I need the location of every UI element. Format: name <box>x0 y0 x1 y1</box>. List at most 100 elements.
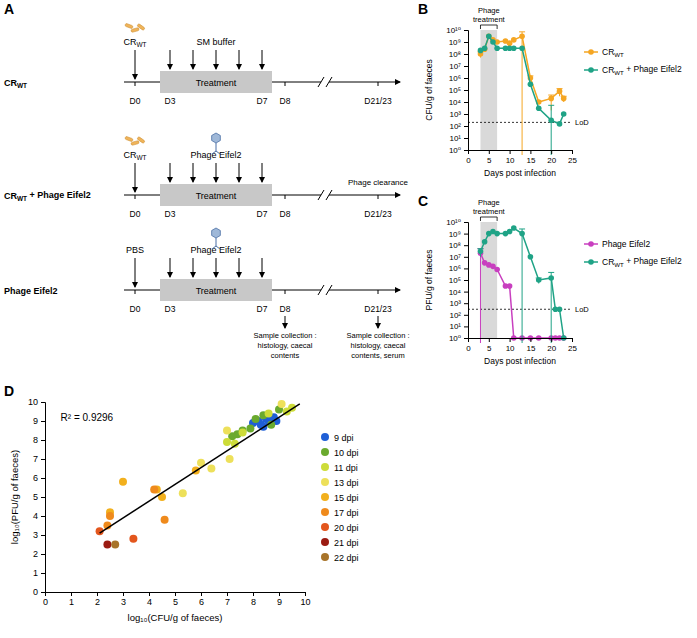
timeline-tick <box>135 82 136 86</box>
x-tick-label: 0 <box>466 344 471 353</box>
y-tick: 10¹⁰ <box>446 218 468 227</box>
y-tick-mark <box>41 421 45 422</box>
y-tick-mark <box>464 30 468 31</box>
text-part: Phage <box>478 6 500 15</box>
legend-marker <box>321 538 329 546</box>
legend-marker <box>321 553 329 561</box>
legend-label: CRWT + Phage Eifel2 <box>602 256 682 268</box>
row-label: CRWT + Phage Eifel2 <box>4 190 91 202</box>
y-tick: 10⁸ <box>449 50 468 59</box>
y-tick: 0 <box>33 587 45 597</box>
y-tick-mark <box>41 459 45 460</box>
text-part: CR <box>602 257 614 267</box>
arrow <box>170 258 171 277</box>
y-tick-label: 3 <box>33 530 38 540</box>
y-tick: 4 <box>33 511 45 521</box>
legend-marker <box>588 67 594 73</box>
text-part: WT <box>136 41 146 48</box>
panel-letter: C <box>418 193 428 209</box>
legend-marker <box>321 523 329 531</box>
x-tick-mark <box>489 338 490 342</box>
y-axis-title: PFU/g of faeces <box>424 250 434 311</box>
y-tick-mark <box>464 268 468 269</box>
timeline-tick-label: D8 <box>280 304 291 314</box>
x-tick-label: 9 <box>277 597 282 607</box>
y-tick-label: 10³ <box>449 110 461 119</box>
error-cap <box>548 105 554 106</box>
x-axis: 012345678910 <box>43 592 311 607</box>
x-tick-label: 25 <box>568 344 577 353</box>
phage-head <box>212 228 221 238</box>
y-axis-title: CFU/g of faeces <box>424 59 434 120</box>
x-tick: 25 <box>568 338 577 353</box>
y-axis-line <box>464 31 469 151</box>
annotation: R² = 0.9296 <box>61 412 114 423</box>
arrow <box>170 50 171 69</box>
inoculum-label: CRWT <box>123 150 146 161</box>
text-part: CR <box>4 78 17 88</box>
legend-marker <box>588 49 594 55</box>
shaded-region <box>480 222 497 338</box>
data-point <box>557 121 563 127</box>
data-point <box>239 428 247 436</box>
inoculum-label: PBS <box>126 245 144 255</box>
y-tick-label: 10³ <box>449 299 461 308</box>
y-tick-label: 10⁴ <box>449 98 462 107</box>
timeline-tick <box>378 290 379 294</box>
arrow <box>135 163 136 192</box>
legend-label: 15 dpi <box>334 493 359 503</box>
y-tick: 10⁹ <box>449 38 468 47</box>
x-axis: 0510152025 <box>466 338 577 353</box>
legend-label: 20 dpi <box>334 523 359 533</box>
y-tick: 10⁷ <box>449 253 468 262</box>
timeline-tick <box>285 195 286 199</box>
y-tick: 10⁰ <box>449 334 468 343</box>
y-tick-mark <box>41 535 45 536</box>
x-tick-label: 20 <box>547 344 556 353</box>
panel-letter: D <box>4 383 14 399</box>
x-tick-label: 15 <box>526 156 535 165</box>
data-point <box>150 485 158 493</box>
legend-label: 13 dpi <box>334 478 359 488</box>
y-tick: 10¹ <box>449 322 468 331</box>
x-tick-label: 10 <box>506 344 515 353</box>
y-tick-label: 10¹⁰ <box>446 218 461 227</box>
data-point <box>486 33 492 39</box>
data-point <box>519 33 525 39</box>
y-tick-label: 10¹ <box>449 322 461 331</box>
plot-area <box>468 30 572 155</box>
data-point <box>482 45 488 51</box>
y-tick-label: 10⁵ <box>449 276 461 285</box>
legend-marker <box>588 259 594 265</box>
y-tick: 10⁰ <box>449 146 468 155</box>
y-tick-mark <box>41 516 45 517</box>
x-tick-mark <box>530 150 531 154</box>
x-tick: 6 <box>199 592 204 607</box>
timeline-tick <box>135 290 136 294</box>
x-tick: 3 <box>121 592 126 607</box>
legend-label: Phage Eifel2 <box>602 239 650 249</box>
shaded-label: Phagetreatment <box>473 198 506 216</box>
y-axis-title: log₁₀(PFU/g of faeces) <box>9 450 20 544</box>
x-tick: 5 <box>173 592 178 607</box>
legend-marker <box>321 463 329 471</box>
x-tick-mark <box>510 338 511 342</box>
text-part: + Phage Eifel2 <box>27 190 91 200</box>
error-bar <box>522 229 523 343</box>
text-part: WT <box>614 261 624 268</box>
phage-tail <box>212 238 220 249</box>
arrow <box>239 50 240 69</box>
text-part: + Phage Eifel2 <box>624 256 682 266</box>
phage-head <box>212 133 221 143</box>
x-tick-mark <box>551 150 552 154</box>
y-tick-mark <box>464 326 468 327</box>
x-tick: 2 <box>95 592 100 607</box>
text-part: Phage <box>478 198 500 207</box>
y-tick-mark <box>464 150 468 151</box>
text-part: CR <box>123 150 136 160</box>
treatment-agent: SM buffer <box>197 37 236 47</box>
y-tick-mark <box>464 102 468 103</box>
y-tick-label: 10⁹ <box>449 230 461 239</box>
y-tick-mark <box>464 138 468 139</box>
timeline-tick-label: D0 <box>130 96 141 106</box>
